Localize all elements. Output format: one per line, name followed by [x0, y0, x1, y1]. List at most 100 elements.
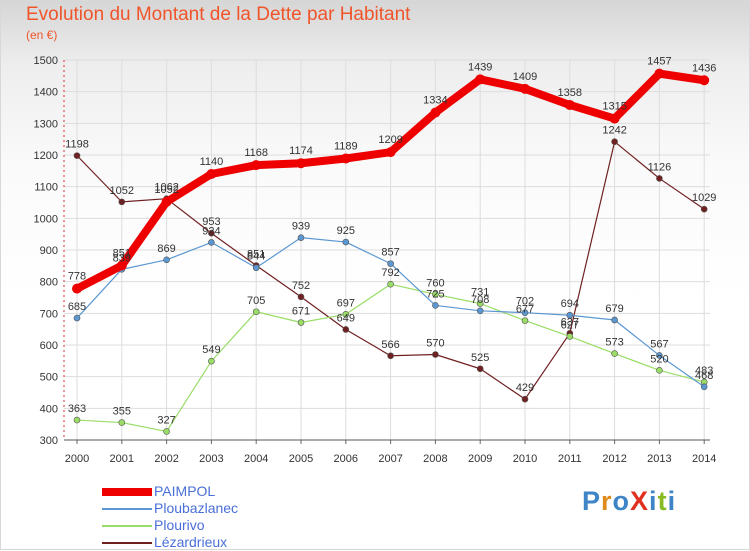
data-point: [297, 234, 305, 241]
legend-item: Plourivo: [102, 517, 322, 534]
data-label: 649: [337, 312, 355, 324]
legend-swatch: [102, 525, 152, 527]
y-tick-label: 900: [40, 245, 58, 257]
data-label: 1052: [110, 185, 134, 197]
data-point: [297, 293, 305, 301]
data-point: [251, 160, 262, 171]
data-label: 1174: [289, 145, 313, 157]
x-tick-label: 2007: [378, 453, 402, 465]
data-point: [208, 357, 215, 365]
data-point: [387, 260, 394, 267]
data-label: 1436: [692, 62, 716, 74]
data-label: 677: [516, 304, 534, 316]
data-point: [656, 175, 663, 182]
chart-subtitle: (en €): [26, 28, 58, 42]
data-label: 525: [471, 352, 489, 364]
data-label: 355: [113, 406, 131, 418]
data-point: [118, 419, 126, 426]
data-point: [566, 333, 574, 340]
y-tick-label: 500: [40, 372, 58, 384]
data-point: [609, 113, 620, 124]
data-label: 694: [561, 298, 579, 310]
data-point: [206, 169, 217, 179]
data-point: [611, 138, 618, 145]
data-point: [611, 316, 618, 324]
data-label: 792: [381, 267, 399, 279]
data-label: 725: [426, 288, 444, 300]
x-tick-label: 2003: [199, 453, 223, 465]
data-point: [385, 147, 396, 158]
data-label: 869: [157, 243, 175, 255]
legend-item: PAIMPOL: [102, 483, 322, 500]
data-label: 520: [650, 353, 668, 365]
data-point: [566, 311, 574, 319]
data-label: 839: [113, 252, 131, 264]
data-point: [700, 205, 708, 213]
data-label: 1358: [558, 87, 582, 99]
data-label: 778: [68, 271, 86, 283]
data-point: [476, 365, 484, 373]
x-tick-label: 2000: [65, 453, 89, 465]
data-label: 566: [381, 339, 399, 351]
data-label: 1334: [423, 95, 447, 107]
data-label: 731: [471, 287, 489, 299]
data-point: [252, 264, 260, 272]
proxiti-logo: ProXiti: [582, 486, 677, 516]
data-label: 925: [337, 225, 355, 237]
data-point: [340, 153, 351, 164]
x-tick-label: 2009: [468, 453, 492, 465]
data-point: [699, 75, 710, 86]
x-tick-label: 2014: [692, 453, 716, 465]
legend-item: Lézardrieux: [102, 534, 322, 551]
data-point: [73, 152, 81, 159]
data-label: 851: [247, 249, 265, 261]
data-label: 1242: [602, 125, 626, 137]
data-label: 924: [202, 225, 220, 237]
data-point: [475, 74, 486, 85]
x-tick-label: 2012: [602, 453, 626, 465]
data-label: 705: [247, 295, 265, 307]
legend-label: Ploubazlanec: [154, 500, 239, 516]
data-label: 1140: [200, 156, 224, 168]
legend-label: Lézardrieux: [154, 534, 228, 550]
legend-item: Ploubazlanec: [102, 500, 322, 517]
data-label: 429: [516, 382, 534, 394]
data-label: 708: [471, 294, 489, 306]
y-tick-label: 600: [40, 340, 58, 352]
data-point: [342, 326, 350, 333]
data-label: 697: [337, 297, 355, 309]
data-point: [432, 351, 439, 358]
data-point: [476, 307, 484, 315]
data-label: 1062: [154, 182, 178, 194]
data-point: [116, 260, 127, 271]
data-point: [432, 302, 439, 309]
data-label: 702: [516, 296, 534, 308]
data-point: [118, 198, 126, 206]
y-tick-label: 700: [40, 308, 58, 320]
data-label: 939: [292, 221, 310, 233]
x-tick-label: 2013: [647, 453, 671, 465]
x-tick-label: 2011: [558, 453, 582, 465]
data-label: 1409: [513, 71, 537, 83]
data-point: [163, 256, 170, 264]
data-point: [656, 352, 663, 359]
data-label: 844: [247, 251, 265, 263]
x-tick-label: 2008: [423, 453, 447, 465]
data-point: [252, 308, 260, 316]
legend-label: PAIMPOL: [154, 483, 216, 499]
data-point: [161, 196, 172, 207]
data-label: 573: [605, 337, 623, 349]
legend-swatch: [102, 508, 152, 510]
data-point: [430, 107, 441, 118]
data-label: 851: [113, 248, 131, 260]
data-point: [387, 280, 394, 288]
data-point: [73, 314, 81, 322]
data-point: [72, 283, 82, 294]
data-point: [208, 239, 215, 246]
x-tick-label: 2001: [110, 453, 134, 465]
data-label: 1168: [244, 147, 268, 159]
data-label: 549: [202, 344, 220, 356]
data-point: [611, 350, 618, 357]
legend-swatch: [102, 488, 152, 496]
data-label: 567: [650, 338, 668, 350]
